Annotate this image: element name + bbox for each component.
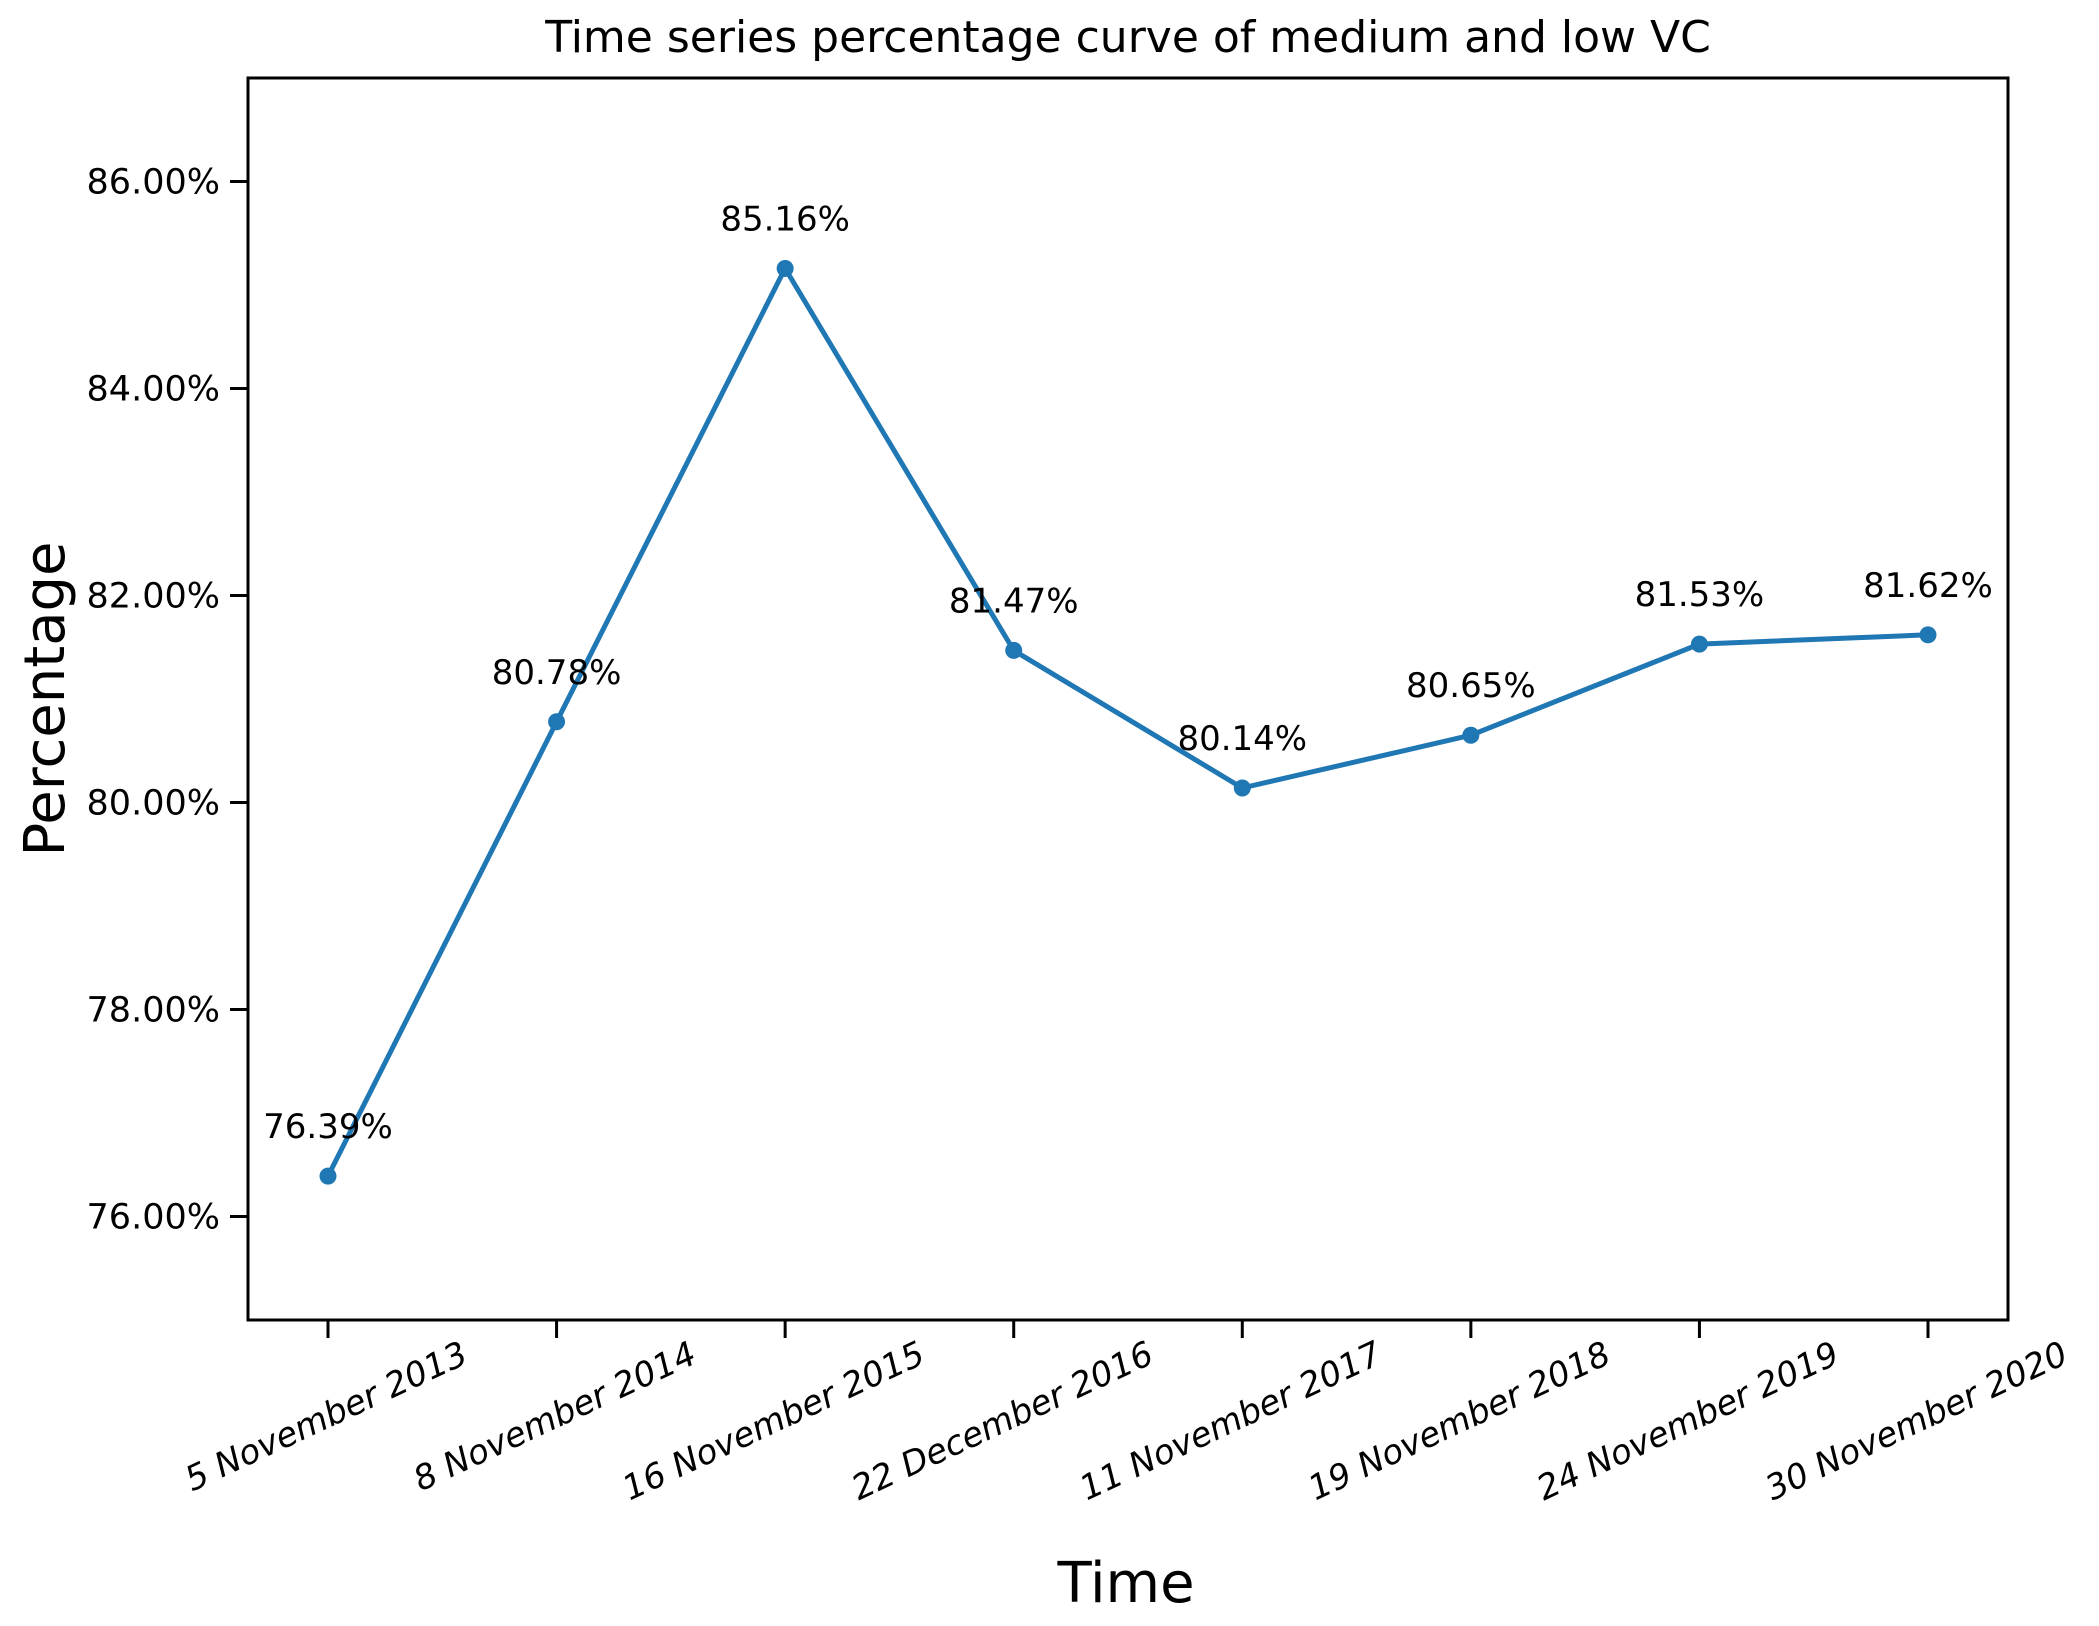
data-point-label: 80.14% <box>1177 719 1307 759</box>
x-axis-label: Time <box>1056 1551 1194 1616</box>
data-point-label: 85.16% <box>720 199 850 239</box>
data-point-marker <box>1919 626 1937 644</box>
series-line <box>325 265 1931 1179</box>
data-point-label: 81.53% <box>1635 575 1765 615</box>
chart-title: Time series percentage curve of medium a… <box>544 12 1711 63</box>
data-point-marker <box>1005 641 1023 659</box>
data-point-marker <box>319 1167 337 1185</box>
data-series: 76.39% 80.78% 85.16% 81.47% 80.14% 80.65% 81.5… <box>263 199 1993 1185</box>
data-point-marker <box>1690 635 1708 653</box>
data-point-marker <box>1233 779 1251 797</box>
y-tick-label: 78.00% <box>87 991 220 1031</box>
plot-area-border <box>246 76 2010 1322</box>
data-point-label: 81.62% <box>1863 566 1993 606</box>
data-point-marker <box>1462 726 1480 744</box>
y-tick-label: 82.00% <box>87 577 220 617</box>
y-tick-label: 80.00% <box>87 784 220 824</box>
data-point-label: 80.65% <box>1406 666 1536 706</box>
y-axis-label: Percentage <box>13 541 78 856</box>
y-tick-label: 76.00% <box>87 1198 220 1238</box>
data-point-label: 80.78% <box>492 653 622 693</box>
y-tick-label: 86.00% <box>87 163 220 203</box>
y-axis: 76.00% 78.00% 80.00% 82.00% 84.00% 86.00% <box>87 163 248 1238</box>
data-point-label: 76.39% <box>263 1107 393 1147</box>
data-point-marker <box>776 259 794 277</box>
data-point-label: 81.47% <box>949 581 1079 621</box>
data-point-marker <box>548 713 566 731</box>
y-tick-label: 84.00% <box>87 370 220 410</box>
